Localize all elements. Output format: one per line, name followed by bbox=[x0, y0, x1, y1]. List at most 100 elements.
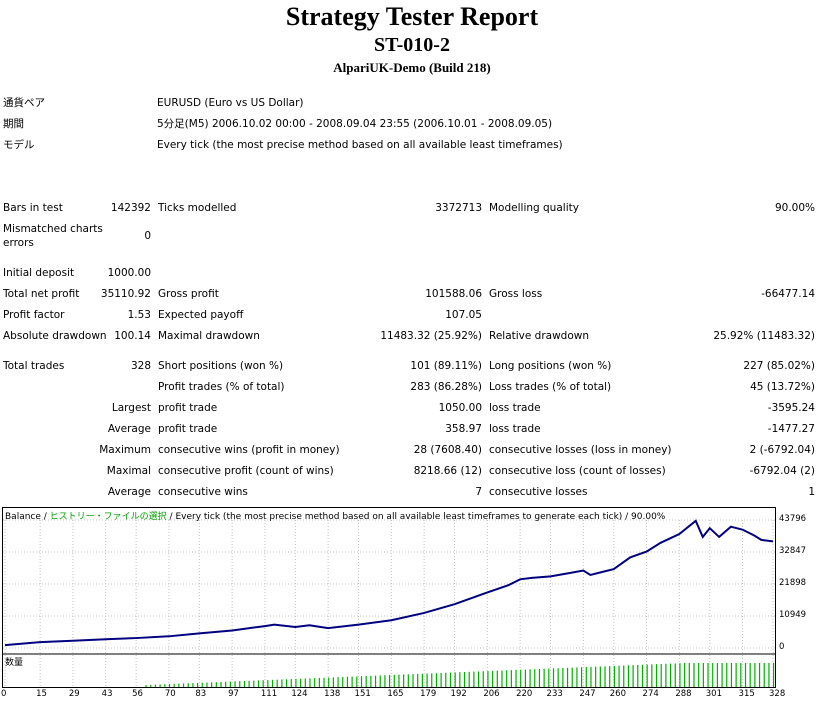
ticks-modelled-label: Ticks modelled bbox=[158, 202, 237, 214]
volume-bar bbox=[510, 670, 512, 687]
volume-bar bbox=[248, 680, 250, 687]
volume-bar bbox=[426, 673, 428, 687]
volume-bar bbox=[370, 675, 372, 687]
x-tick-label: 29 bbox=[68, 689, 80, 699]
info-value-period: 5分足(M5) 2006.10.02 00:00 - 2008.09.04 23… bbox=[157, 118, 553, 130]
y-tick-label: 32847 bbox=[779, 546, 807, 556]
volume-bar bbox=[721, 663, 723, 687]
volume-bar bbox=[557, 668, 559, 687]
volume-bar bbox=[197, 682, 199, 687]
short-positions-value: 101 (89.11%) bbox=[410, 360, 482, 372]
x-tick-label: 97 bbox=[228, 689, 239, 699]
volume-bar bbox=[309, 678, 311, 687]
volume-bar bbox=[693, 663, 695, 687]
volume-bar bbox=[726, 663, 728, 687]
absolute-drawdown-label: Absolute drawdown bbox=[3, 330, 107, 342]
volume-bar bbox=[529, 669, 531, 687]
volume-bar bbox=[641, 664, 644, 687]
info-label-symbol: 通貨ペア bbox=[3, 97, 45, 109]
maximum-prefix: Maximum bbox=[99, 444, 151, 456]
largest-profit-label: profit trade bbox=[158, 402, 218, 414]
volume-bar bbox=[243, 680, 246, 687]
volume-bar bbox=[637, 664, 639, 687]
maximal-drawdown-value: 11483.32 (25.92%) bbox=[380, 330, 482, 342]
volume-bar bbox=[220, 681, 222, 687]
y-tick-label: 21898 bbox=[779, 578, 807, 588]
x-tick-label: 206 bbox=[483, 689, 500, 699]
mismatched-label-2: errors bbox=[3, 237, 34, 249]
x-tick-label: 56 bbox=[132, 689, 143, 699]
x-tick-label: 233 bbox=[546, 689, 563, 699]
volume-bar bbox=[482, 671, 484, 687]
volume-bar bbox=[257, 680, 260, 687]
maximum-losses-label: consecutive losses (loss in money) bbox=[489, 444, 672, 456]
volume-bar bbox=[487, 671, 489, 687]
volume-bar bbox=[674, 663, 676, 687]
volume-bar bbox=[290, 679, 292, 687]
y-tick-label: 10949 bbox=[779, 610, 807, 620]
total-trades-value: 328 bbox=[130, 360, 151, 372]
volume-bar bbox=[576, 667, 578, 687]
volume-bar bbox=[684, 663, 686, 687]
volume-bar bbox=[496, 670, 498, 687]
x-tick-label: 301 bbox=[705, 689, 722, 699]
volume-bar bbox=[384, 675, 386, 687]
volume-bar bbox=[271, 679, 274, 687]
x-tick-label: 179 bbox=[420, 689, 437, 699]
volume-bar bbox=[323, 677, 325, 687]
volume-bar bbox=[168, 684, 171, 687]
report-title: Strategy Tester Report bbox=[285, 2, 539, 31]
x-tick-label: 247 bbox=[579, 689, 596, 699]
legend-rest: / Every tick (the most precise method ba… bbox=[166, 512, 666, 522]
volume-bar bbox=[688, 663, 690, 687]
volume-bar bbox=[744, 663, 747, 687]
volume-bar bbox=[623, 665, 625, 687]
maximum-wins-value: 28 (7608.40) bbox=[413, 444, 482, 456]
bars-in-test-label: Bars in test bbox=[3, 202, 63, 214]
volume-bar bbox=[440, 672, 442, 687]
volume-bar bbox=[365, 676, 367, 687]
balance-chart-svg bbox=[3, 519, 775, 687]
volume-bar bbox=[599, 666, 601, 687]
volume-bar bbox=[304, 678, 306, 687]
average-loss-label: loss trade bbox=[489, 423, 541, 435]
volume-bar bbox=[595, 666, 597, 687]
ticks-modelled-value: 3372713 bbox=[435, 202, 482, 214]
total-net-profit-value: 35110.92 bbox=[100, 288, 151, 300]
volume-bar bbox=[253, 680, 255, 687]
gross-profit-value: 101588.06 bbox=[425, 288, 482, 300]
x-tick-label: 83 bbox=[195, 689, 207, 699]
volume-bar bbox=[281, 679, 283, 687]
volume-bar bbox=[346, 676, 349, 687]
volume-bar bbox=[267, 680, 269, 687]
x-tick-label: 0 bbox=[1, 689, 7, 699]
volume-bar bbox=[206, 682, 208, 687]
volume-bar bbox=[229, 681, 231, 687]
gross-loss-label: Gross loss bbox=[489, 288, 543, 300]
volume-bar bbox=[524, 669, 527, 687]
volume-bar bbox=[754, 663, 756, 687]
volume-bar bbox=[164, 684, 166, 687]
balance-chart bbox=[2, 507, 776, 688]
volume-bar bbox=[356, 676, 358, 687]
volume-bar bbox=[412, 674, 414, 687]
balance-series-line bbox=[4, 519, 774, 647]
volume-bar bbox=[749, 663, 751, 687]
volume-bar bbox=[773, 663, 775, 687]
x-tick-label: 260 bbox=[609, 689, 626, 699]
volume-bar bbox=[215, 682, 217, 687]
volume-bar bbox=[459, 672, 461, 687]
legend-history-file: ヒストリー・ファイルの選択 bbox=[49, 512, 167, 522]
volume-bar bbox=[585, 667, 587, 687]
volume-bar bbox=[679, 663, 681, 687]
x-tick-label: 15 bbox=[36, 689, 47, 699]
largest-loss-value: -3595.24 bbox=[767, 402, 815, 414]
average-profit-label: profit trade bbox=[158, 423, 218, 435]
volume-bar bbox=[145, 685, 147, 687]
volume-bar bbox=[581, 667, 583, 687]
info-value-model: Every tick (the most precise method base… bbox=[157, 139, 563, 151]
volume-bar bbox=[201, 682, 203, 687]
volume-bar bbox=[543, 668, 545, 687]
volume-bar bbox=[669, 663, 672, 687]
info-label-period: 期間 bbox=[3, 118, 24, 130]
